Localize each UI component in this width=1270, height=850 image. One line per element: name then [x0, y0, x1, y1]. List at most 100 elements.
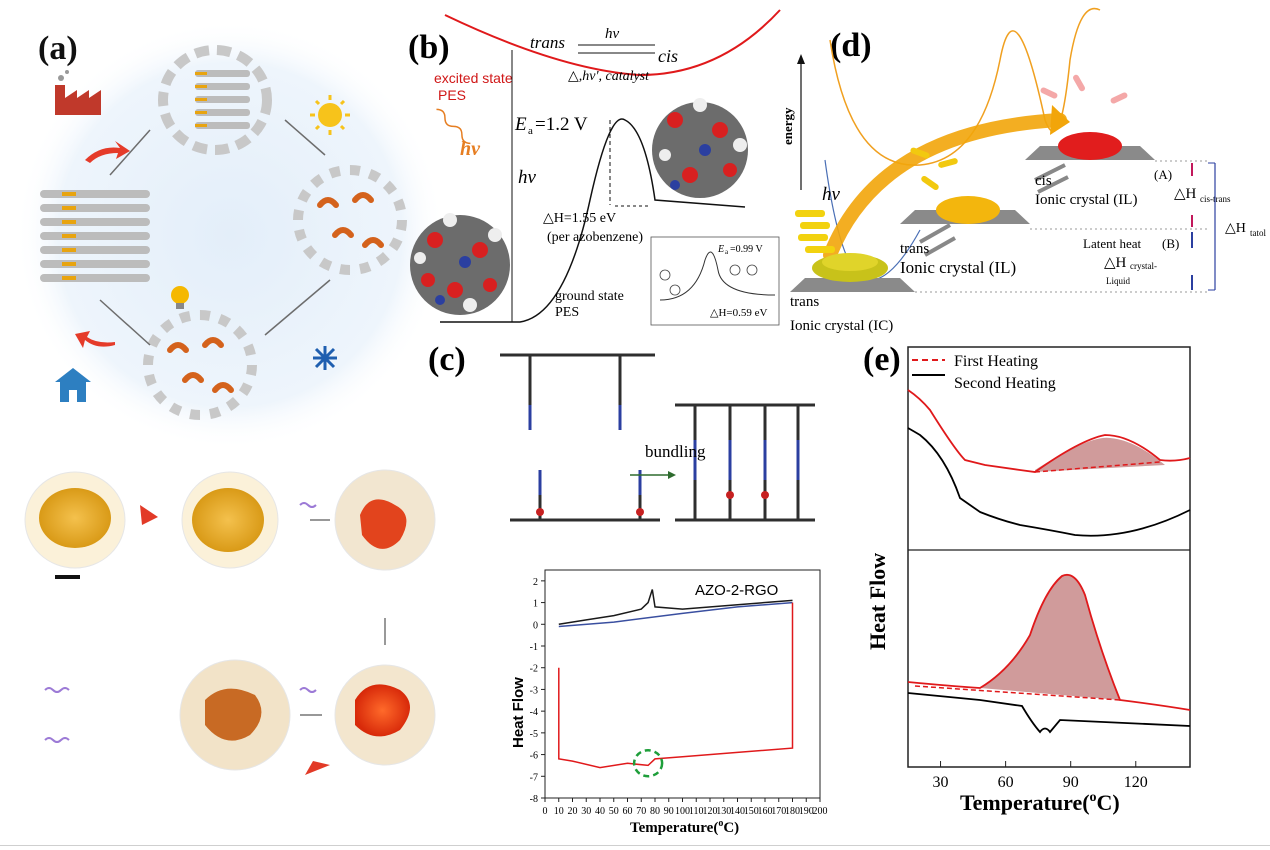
panel-a-illustration — [15, 20, 445, 775]
c-xtick-label: 0 — [543, 806, 548, 817]
e-xtick-label: 120 — [1124, 774, 1148, 791]
c-xlabel: Temperature(oC) — [630, 818, 739, 836]
per-azo-label: (per azobenzene) — [547, 230, 643, 245]
c-ytick-label: -1 — [530, 642, 538, 653]
equilibrium-arrows — [919, 163, 1069, 257]
inset-ea-sub: a — [725, 248, 729, 256]
e-ylabel: Heat Flow — [865, 553, 890, 650]
c-ytick-label: -4 — [530, 707, 538, 718]
panel-d-diagram: (d) energy hv — [780, 7, 1266, 334]
b-label: (B) — [1162, 236, 1179, 251]
panel-b-energy-diagram: (b) trans hv cis △,hv', catalyst excited… — [408, 9, 781, 326]
bottom-peak-area — [980, 574, 1120, 700]
top-peak-area — [1035, 437, 1165, 472]
rod-bundle-il — [910, 147, 958, 191]
panel-b-label: (b) — [408, 29, 450, 66]
c-xtick-label: 190 — [799, 806, 814, 817]
inset-dh-label: △H=0.59 eV — [710, 307, 767, 319]
c-xtick-label: 170 — [771, 806, 786, 817]
cis-label-d: cis — [1035, 173, 1052, 189]
photo-2 — [181, 471, 279, 569]
red-arrows — [75, 141, 130, 348]
panel-b: (b) trans hv cis △,hv', catalyst excited… — [400, 0, 800, 330]
photo-3 — [334, 469, 436, 571]
panel-e-label: (e) — [863, 341, 901, 378]
energy-label: energy — [780, 107, 795, 145]
rod-bundle-ic — [795, 210, 835, 253]
dh-crystal-sub: crystal- — [1130, 261, 1157, 271]
sun-icon — [310, 95, 350, 135]
excited-state-label: excited state — [434, 70, 513, 86]
c-ytick-label: -6 — [530, 751, 538, 762]
dh-total-sub: tatol — [1250, 228, 1266, 238]
c-ylabel: Heat Flow — [510, 677, 527, 748]
disordered-assembly-right — [293, 165, 407, 275]
c-ytick-label: 0 — [533, 620, 538, 631]
e-xticks: 30 60 90 120 — [933, 761, 1148, 791]
page-bottom-rule — [0, 845, 1270, 846]
hv-wave-arrow — [436, 108, 471, 145]
disordered-assembly-bottom — [143, 310, 257, 420]
photo-1 — [24, 471, 126, 579]
e-frame — [907, 346, 1191, 768]
ea-sym: E — [514, 114, 527, 135]
dsc-chart-c: 0 10 20 30 40 50 60 70 80 90 100110120130140150160… — [530, 569, 828, 817]
c-xtick-label: 150 — [744, 806, 759, 817]
trans-label: trans — [530, 33, 565, 52]
trans-ic-ic-label: Ionic crystal (IC) — [790, 318, 893, 334]
c-xtick-label: 60 — [623, 806, 633, 817]
light-waves — [44, 502, 317, 743]
c-xtick-label: 80 — [650, 806, 660, 817]
bottom-second-heating — [907, 692, 1191, 734]
excited-pes-curve — [444, 9, 781, 77]
factory-icon — [55, 70, 101, 115]
c-xtick-label: 30 — [581, 806, 591, 817]
trans-il-ic-label: Ionic crystal (IL) — [900, 258, 1016, 277]
platform-ic — [790, 253, 915, 292]
dh-cis-trans: △H — [1174, 186, 1197, 202]
c-xtick-label: 50 — [609, 806, 619, 817]
inset-curve — [659, 251, 776, 301]
panel-e-figure: (e) First Heating Second Heating 30 60 90 1… — [863, 341, 1191, 815]
cis-ic-label: Ionic crystal (IL) — [1035, 192, 1137, 208]
c-ytick-label: -2 — [530, 664, 538, 675]
trans-ic-label: trans — [790, 294, 819, 310]
delta-h-label: △H=1.55 eV — [543, 211, 616, 226]
bulb-icon — [171, 286, 189, 309]
c-ytick-label: -7 — [530, 772, 538, 783]
c-xtick-label: 180 — [785, 806, 800, 817]
liquid-label: Liquid — [1106, 276, 1130, 286]
c-xtick-label: 110 — [689, 806, 704, 817]
inset-ea-value: =0.99 V — [730, 244, 763, 255]
excitation-arrow — [823, 113, 1067, 262]
c-xtick-label: 90 — [664, 806, 674, 817]
molecule-model-right — [652, 98, 748, 198]
hv-mid-label: hv — [518, 167, 537, 188]
c-ytick-label: -8 — [530, 794, 538, 805]
c-series-0 — [558, 589, 793, 626]
excited-pes-label: PES — [438, 87, 466, 103]
structure-left — [500, 353, 660, 522]
c-ytick-label: 1 — [533, 599, 538, 610]
ea-sub: a — [528, 125, 533, 137]
molecule-model-left — [410, 213, 510, 315]
snowflake-icon — [313, 346, 337, 370]
panel-c-label: (c) — [428, 341, 466, 378]
cycle-halo — [15, 20, 445, 450]
ground-pes-curve — [440, 118, 746, 323]
d-hv-label: hv — [822, 184, 841, 205]
legend-first: First Heating — [954, 353, 1038, 370]
c-xtick-label: 40 — [595, 806, 605, 817]
c-xtick-label: 200 — [813, 806, 828, 817]
c-xtick-label: 70 — [636, 806, 646, 817]
c-series-1 — [558, 601, 793, 628]
c-xtick-label: 160 — [758, 806, 773, 817]
legend-second: Second Heating — [954, 375, 1056, 392]
c-ytick-label: 2 — [533, 577, 538, 588]
c-xtick-label: 20 — [568, 806, 578, 817]
c-ytick-label: -5 — [530, 729, 538, 740]
panel-a-label: (a) — [38, 30, 78, 67]
top-first-heating — [907, 389, 1191, 473]
ground-state-label: ground state — [555, 289, 624, 304]
e-xtick-label: 60 — [998, 774, 1014, 791]
